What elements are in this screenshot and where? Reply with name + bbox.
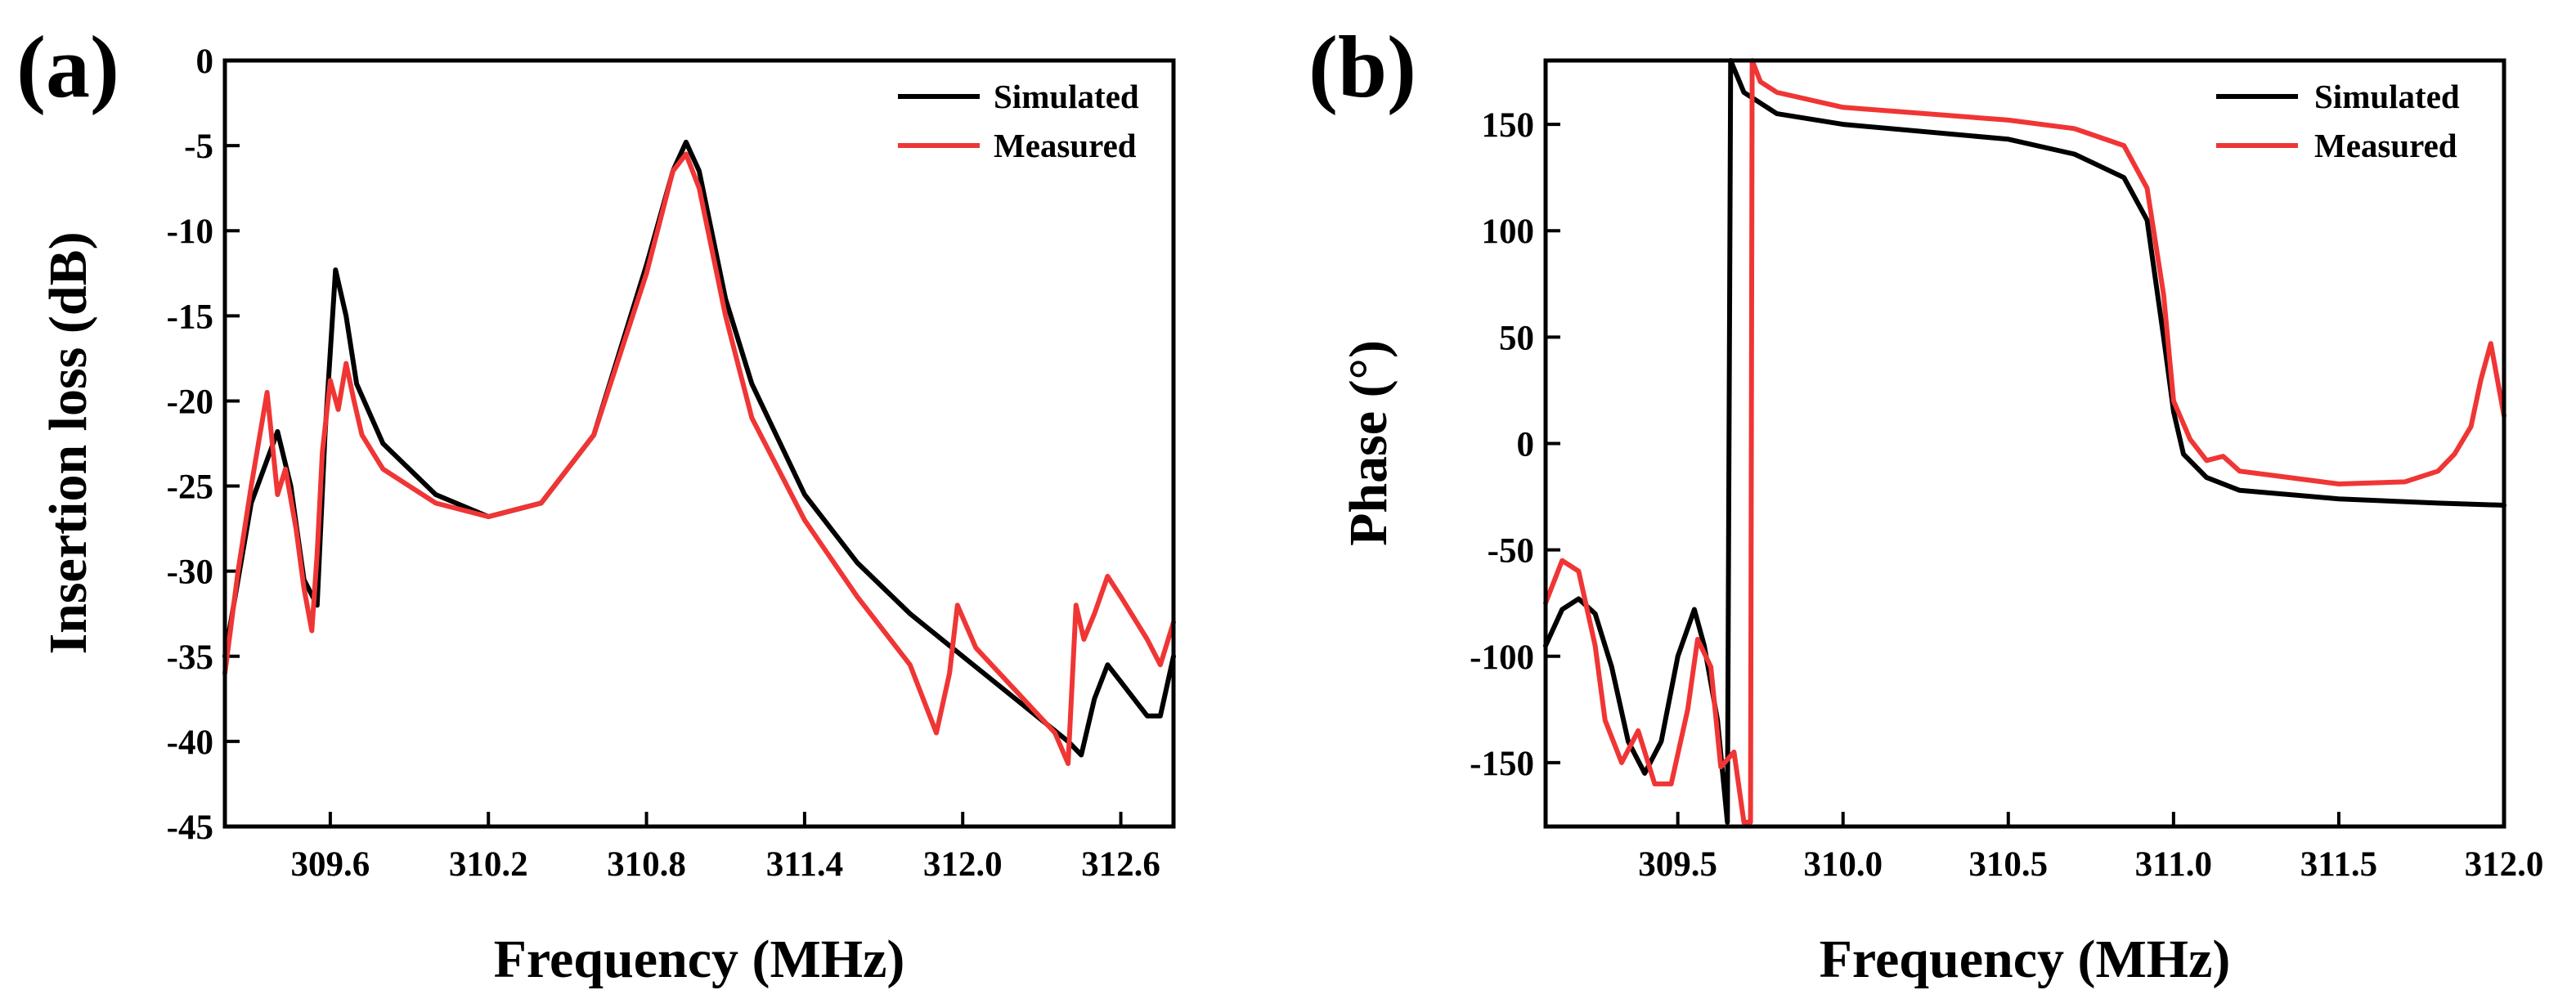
panel-b-y-tick-label: 100	[1482, 213, 1535, 251]
panel-b-x-axis-title: Frequency (MHz)	[1820, 930, 2231, 989]
panel-b-legend: Simulated Measured	[2216, 78, 2460, 164]
panel-a-legend: Simulated Measured	[898, 78, 1139, 164]
panel-b-x-tick-label: 309.5	[1638, 845, 1717, 884]
panel-a-y-tick-label: -25	[167, 468, 213, 507]
panel-a-x-tick-label: 312.0	[923, 845, 1003, 884]
panel-a-x-tick-label: 309.6	[291, 845, 370, 884]
panel-b-series	[1543, 58, 2506, 825]
panel-a-x-tick-label: 310.8	[607, 845, 686, 884]
panel-b-y-tick-label: -150	[1470, 745, 1534, 783]
panel-a-y-tick-label: -30	[167, 553, 213, 592]
panel-a-plot-frame	[222, 58, 1176, 829]
panel-a-series	[222, 139, 1176, 766]
panel-b-legend-label-measured: Measured	[2314, 127, 2457, 164]
panel-b-legend-label-simulated: Simulated	[2314, 78, 2460, 115]
panel-a-series-simulated	[222, 139, 1176, 758]
panel-b-phase: (b) 309.5 310.0 310.5 311.0 311.5 312.0 150 100…	[1308, 19, 2543, 989]
panel-a-x-tick-label: 310.2	[449, 845, 528, 884]
panel-b-x-tick-label: 310.5	[1968, 845, 2048, 884]
panel-b-y-tick-label: -50	[1488, 532, 1534, 571]
panel-b-y-axis-title: Phase (°)	[1339, 340, 1398, 546]
panel-a-y-tick-label: -10	[167, 213, 213, 251]
panel-b-y-tick-label: 150	[1482, 106, 1535, 145]
panel-b-label: (b)	[1308, 19, 1416, 116]
panel-b-y-tick-label: 50	[1499, 319, 1534, 357]
panel-a-y-tick-label: -20	[167, 383, 213, 421]
panel-a-legend-label-measured: Measured	[994, 127, 1137, 164]
panel-a-y-tick-label: 0	[196, 43, 214, 81]
panel-b-x-tick-label: 311.0	[2135, 845, 2212, 884]
panel-a-y-tick-label: -15	[167, 298, 213, 336]
panel-a-series-measured	[222, 151, 1176, 766]
panel-b-x-tick-label: 310.0	[1803, 845, 1883, 884]
panel-b-x-tick-label: 311.5	[2300, 845, 2377, 884]
panel-a-label: (a)	[16, 19, 119, 116]
panel-b-y-tick-label: 0	[1517, 426, 1535, 464]
panel-a-x-axis-title: Frequency (MHz)	[494, 930, 905, 989]
panel-a-y-tick-label: -40	[167, 724, 213, 762]
panel-a-x-tick-label: 311.4	[766, 845, 843, 884]
panel-b-ticks: 309.5 310.0 310.5 311.0 311.5 312.0 150 100 50 0 -…	[1470, 106, 2543, 884]
panel-a-y-tick-label: -5	[184, 128, 213, 166]
panel-b-plot-frame	[1543, 58, 2506, 829]
panel-b-y-tick-label: -100	[1470, 638, 1534, 677]
panel-a-insertion-loss: (a) 309.6 310.2 310.8 311.4 312.0 312.6 0 -5 -10…	[16, 19, 1176, 989]
panel-a-y-axis-title: Insertion loss (dB)	[38, 231, 98, 654]
panel-a-y-tick-label: -45	[167, 809, 213, 847]
panel-a-ticks: 309.6 310.2 310.8 311.4 312.0 312.6 0 -5 -10 -15 -…	[167, 43, 1160, 884]
panel-a-y-tick-label: -35	[167, 638, 213, 677]
panel-a-legend-label-simulated: Simulated	[994, 78, 1139, 115]
panel-b-x-tick-label: 312.0	[2465, 845, 2544, 884]
panel-b-series-simulated	[1543, 58, 2506, 825]
panel-a-x-tick-label: 312.6	[1081, 845, 1160, 884]
panel-b-series-measured	[1543, 58, 2506, 825]
